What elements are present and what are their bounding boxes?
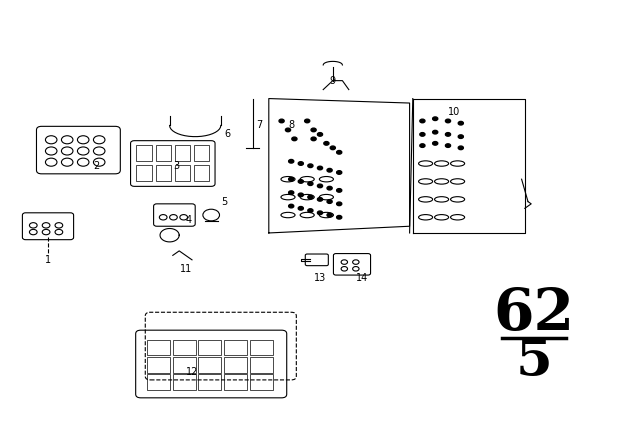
Circle shape [458, 121, 463, 125]
Circle shape [298, 180, 303, 183]
Circle shape [337, 189, 342, 192]
Circle shape [308, 209, 313, 212]
Text: 13: 13 [314, 273, 326, 283]
Circle shape [337, 202, 342, 206]
Text: 3: 3 [173, 161, 179, 171]
Bar [198, 340, 221, 355]
Circle shape [289, 177, 294, 181]
Circle shape [308, 182, 313, 185]
Bar [173, 357, 196, 373]
Circle shape [327, 200, 332, 203]
Bar [136, 165, 152, 181]
Bar [194, 165, 209, 181]
Bar [156, 165, 171, 181]
Circle shape [317, 166, 323, 170]
Bar [147, 357, 170, 373]
Text: 14: 14 [355, 273, 368, 283]
Bar [198, 357, 221, 373]
Bar [136, 145, 152, 161]
Text: 6: 6 [224, 129, 230, 139]
Text: 11: 11 [179, 264, 192, 274]
Bar [224, 357, 247, 373]
Circle shape [445, 119, 451, 123]
Bar [224, 375, 247, 390]
Text: 8: 8 [288, 121, 294, 130]
Circle shape [330, 146, 335, 150]
Text: 10: 10 [448, 107, 461, 117]
Circle shape [298, 207, 303, 210]
Circle shape [305, 119, 310, 123]
Circle shape [445, 133, 451, 136]
Circle shape [279, 119, 284, 123]
Circle shape [317, 198, 323, 201]
Circle shape [317, 211, 323, 215]
Text: 4: 4 [186, 215, 192, 224]
Circle shape [337, 215, 342, 219]
Circle shape [433, 130, 438, 134]
Circle shape [308, 164, 313, 168]
Circle shape [327, 168, 332, 172]
Circle shape [337, 151, 342, 154]
Bar [156, 145, 171, 161]
Bar [173, 340, 196, 355]
Bar [173, 375, 196, 390]
Circle shape [289, 159, 294, 163]
Text: 7: 7 [256, 121, 262, 130]
Circle shape [337, 171, 342, 174]
Circle shape [327, 186, 332, 190]
Text: 62: 62 [494, 286, 575, 341]
Circle shape [308, 195, 313, 199]
Bar [198, 375, 221, 390]
Bar [250, 340, 273, 355]
Circle shape [420, 133, 425, 136]
Circle shape [311, 128, 316, 132]
Circle shape [445, 144, 451, 147]
Circle shape [458, 146, 463, 150]
Bar [147, 375, 170, 390]
Bar [194, 145, 209, 161]
Circle shape [298, 162, 303, 165]
Text: 9: 9 [330, 76, 336, 86]
Circle shape [317, 184, 323, 188]
Circle shape [292, 137, 297, 141]
Bar [147, 340, 170, 355]
Bar [175, 145, 190, 161]
Circle shape [433, 117, 438, 121]
Circle shape [433, 142, 438, 145]
Circle shape [458, 135, 463, 138]
Bar [250, 357, 273, 373]
Text: 1: 1 [45, 255, 51, 265]
Bar [175, 165, 190, 181]
Text: 2: 2 [93, 161, 99, 171]
Text: 12: 12 [186, 367, 198, 377]
Circle shape [420, 144, 425, 147]
Circle shape [324, 142, 329, 145]
Text: 5: 5 [221, 197, 227, 207]
Bar [250, 375, 273, 390]
Circle shape [311, 137, 316, 141]
Bar [224, 340, 247, 355]
Text: 5: 5 [516, 335, 553, 386]
Circle shape [289, 191, 294, 194]
Circle shape [420, 119, 425, 123]
Circle shape [327, 213, 332, 217]
Circle shape [289, 204, 294, 208]
Circle shape [298, 193, 303, 197]
Circle shape [285, 128, 291, 132]
Circle shape [317, 133, 323, 136]
